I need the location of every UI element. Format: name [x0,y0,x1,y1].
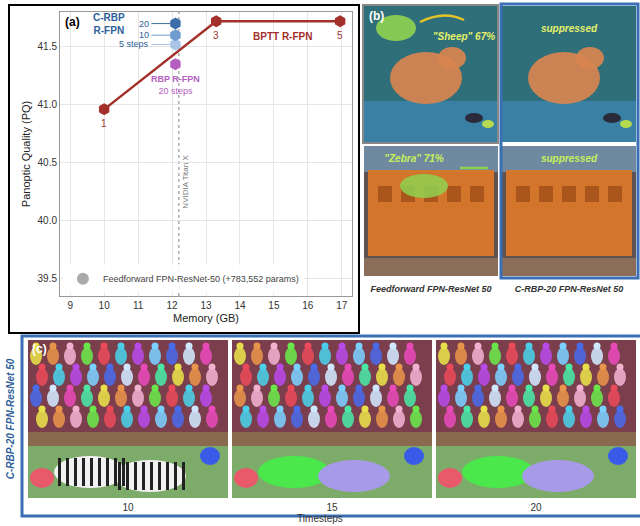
svg-text:41.5: 41.5 [38,41,58,52]
svg-text:RBP R-FPN20 steps: RBP R-FPN20 steps [151,74,200,96]
svg-text:1: 1 [101,118,107,129]
svg-text:11: 11 [133,300,144,311]
svg-text:C-RBP-20 FPN-ResNet 50: C-RBP-20 FPN-ResNet 50 [5,358,16,479]
svg-text:Feedforward FPN-ResNet 50: Feedforward FPN-ResNet 50 [370,284,491,294]
svg-text:12: 12 [166,300,178,311]
svg-text:Memory (GB): Memory (GB) [173,312,239,324]
svg-text:(c): (c) [32,342,47,356]
svg-text:13: 13 [200,300,212,311]
svg-text:20: 20 [139,19,149,29]
svg-text:C-RBPR-FPN: C-RBPR-FPN [93,12,125,36]
svg-text:suppressed: suppressed [541,23,598,34]
svg-text:Feedforward FPN-ResNet-50 (+78: Feedforward FPN-ResNet-50 (+783,552 para… [103,274,299,284]
svg-text:Panoptic Quality (PQ): Panoptic Quality (PQ) [20,101,32,207]
svg-text:41.0: 41.0 [38,99,58,110]
svg-text:15: 15 [268,300,280,311]
svg-text:10: 10 [139,30,149,40]
svg-text:"Zebra" 71%: "Zebra" 71% [384,153,444,164]
svg-text:BPTT R-FPN: BPTT R-FPN [253,31,312,42]
svg-text:3: 3 [213,30,219,41]
svg-text:9: 9 [67,300,73,311]
svg-text:10: 10 [122,502,134,513]
svg-text:17: 17 [336,300,348,311]
svg-text:10: 10 [99,300,111,311]
svg-text:39.5: 39.5 [38,273,58,284]
svg-text:"Sheep" 67%: "Sheep" 67% [433,31,495,42]
svg-text:suppressed: suppressed [541,153,598,164]
svg-text:(b): (b) [369,9,384,23]
svg-text:16: 16 [302,300,314,311]
svg-text:14: 14 [234,300,246,311]
svg-text:(a): (a) [65,15,80,29]
svg-text:40.0: 40.0 [38,215,58,226]
svg-text:40.5: 40.5 [38,157,58,168]
svg-text:20: 20 [530,502,542,513]
svg-text:5 steps: 5 steps [119,39,149,49]
svg-text:NVIDIA Titan X: NVIDIA Titan X [181,155,190,209]
svg-text:5: 5 [337,30,343,41]
svg-text:C-RBP-20 FPN-ResNet 50: C-RBP-20 FPN-ResNet 50 [515,284,624,294]
svg-text:Timesteps: Timesteps [297,513,343,524]
svg-text:15: 15 [326,502,338,513]
